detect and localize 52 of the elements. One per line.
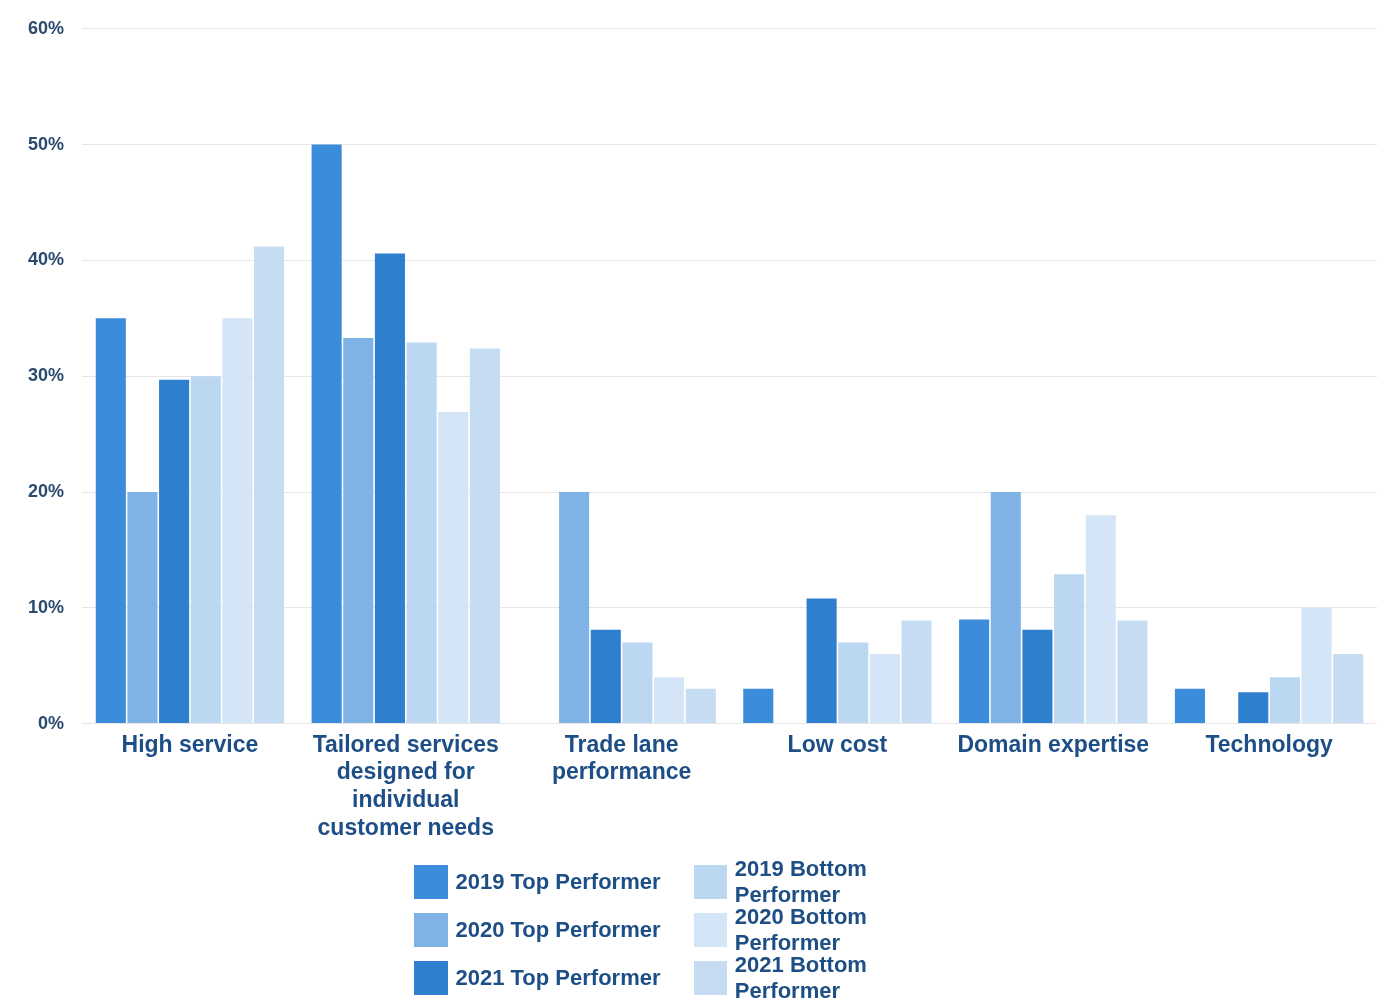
- bar: [838, 642, 869, 724]
- bar: [1238, 692, 1269, 724]
- y-tick-label: 30%: [28, 365, 65, 386]
- bar: [159, 379, 190, 724]
- bar: [406, 342, 437, 724]
- bar: [1022, 629, 1053, 724]
- y-tick-label: 20%: [28, 480, 65, 501]
- legend-label: 2019 Bottom Performer: [733, 856, 868, 907]
- y-tick-label: 40%: [28, 249, 65, 270]
- legend-label: 2021 Bottom Performer: [733, 952, 868, 1003]
- legend-label: 2020 Bottom Performer: [733, 904, 868, 955]
- bar: [222, 318, 253, 724]
- bar: [311, 144, 342, 724]
- y-tick-label: 0%: [38, 712, 65, 733]
- y-tick-label: 10%: [28, 596, 65, 617]
- x-tick-label: Domain expertise: [957, 730, 1150, 757]
- y-tick-label: 50%: [28, 133, 65, 154]
- x-tick-label: Technology: [1205, 730, 1333, 757]
- bar: [343, 337, 374, 724]
- bar: [959, 619, 990, 724]
- x-tick-label: Tailored services designed for individual customer needs: [312, 730, 499, 840]
- bar: [590, 629, 621, 724]
- bar: [869, 654, 900, 724]
- bar: [559, 492, 590, 724]
- bar: [654, 677, 685, 724]
- bar: [743, 688, 774, 724]
- bar: [1085, 515, 1116, 724]
- bar: [190, 376, 221, 724]
- bar: [254, 246, 285, 724]
- bar: [374, 253, 405, 724]
- bar: [1174, 688, 1205, 724]
- bar: [990, 492, 1021, 724]
- bar: [1054, 574, 1085, 724]
- bar: [1269, 677, 1300, 724]
- bar: [685, 688, 716, 724]
- bar: [469, 348, 500, 724]
- legend-label: 2019 Top Performer: [454, 868, 662, 896]
- bar: [438, 412, 469, 724]
- bar: [95, 318, 126, 724]
- bar: [622, 642, 653, 724]
- bar: [1333, 654, 1364, 724]
- bar: [1117, 620, 1148, 724]
- bar: [1301, 607, 1332, 724]
- x-tick-label: Low cost: [787, 730, 888, 757]
- bar: [127, 492, 158, 724]
- x-tick-label: Trade lane performance: [551, 730, 692, 785]
- legend-label: 2020 Top Performer: [454, 916, 662, 944]
- x-tick-label: High service: [121, 730, 259, 757]
- bar: [901, 620, 932, 724]
- bar: [806, 598, 837, 724]
- legend-label: 2021 Top Performer: [454, 964, 662, 992]
- y-tick-label: 60%: [28, 17, 65, 38]
